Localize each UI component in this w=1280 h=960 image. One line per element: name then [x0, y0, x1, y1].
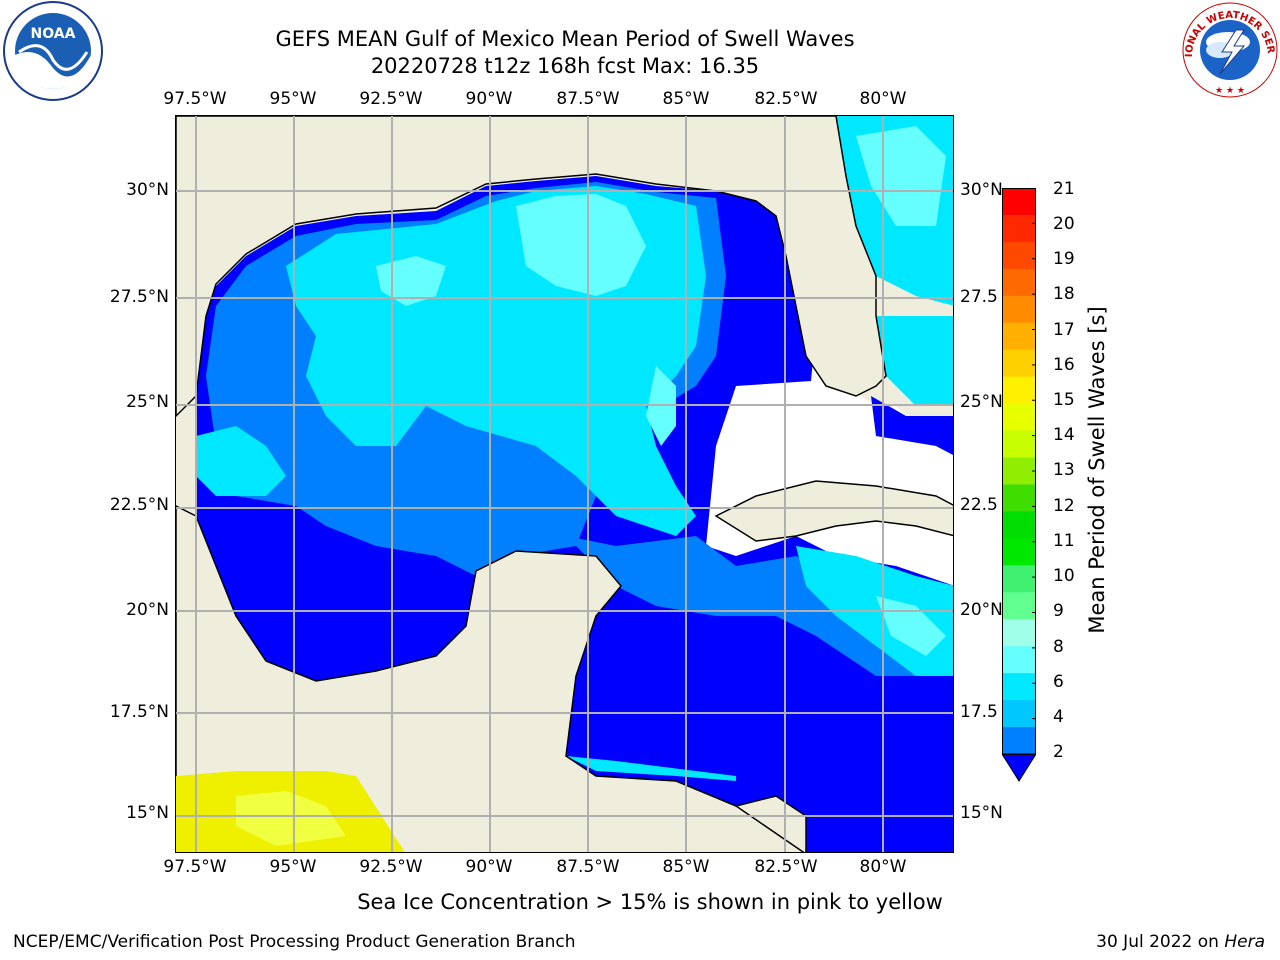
lat-label-left: 17.5°N	[109, 702, 169, 722]
nws-logo: NATIONAL WEATHER SERVICE ★ ★ ★	[1176, 0, 1280, 100]
swell-period-map	[176, 116, 953, 852]
colorbar-swatch	[1002, 646, 1036, 674]
colorbar-tick: 18	[1053, 284, 1075, 304]
footer-date-text: 30 Jul 2022 on	[1096, 932, 1225, 952]
colorbar-tick: 20	[1053, 214, 1075, 234]
colorbar-swatch	[1002, 430, 1036, 459]
colorbar-swatch	[1002, 457, 1036, 485]
sea-ice-note: Sea Ice Concentration > 15% is shown in …	[357, 890, 943, 914]
colorbar-swatch	[1002, 241, 1036, 270]
lon-label-top: 85°W	[662, 89, 710, 109]
colorbar-swatch	[1002, 376, 1036, 405]
lon-label-top: 90°W	[465, 89, 513, 109]
lon-label-bottom: 82.5°W	[754, 857, 818, 877]
lat-label-right: 22.5	[960, 495, 998, 515]
lat-label-left: 30°N	[126, 180, 169, 200]
colorbar-swatch	[1002, 511, 1036, 539]
colorbar-swatch	[1002, 565, 1036, 593]
lat-label-right: 27.5	[960, 287, 998, 307]
lat-label-right: 17.5	[960, 702, 998, 722]
lon-label-bottom: 95°W	[269, 857, 317, 877]
footer-credit: NCEP/EMC/Verification Post Processing Pr…	[13, 932, 576, 952]
colorbar-swatch	[1002, 538, 1036, 566]
colorbar-tick: 4	[1053, 707, 1064, 727]
colorbar-tick: 12	[1053, 496, 1075, 516]
lat-label-right: 20°N	[960, 600, 1003, 620]
colorbar-label: Mean Period of Swell Waves [s]	[1085, 306, 1109, 634]
colorbar-tick: 16	[1053, 355, 1075, 375]
lon-label-bottom: 85°W	[662, 857, 710, 877]
colorbar-tick: 2	[1053, 742, 1064, 762]
lat-label-right: 15°N	[960, 803, 1003, 823]
colorbar-swatch	[1002, 403, 1036, 432]
lat-label-left: 27.5°N	[109, 287, 169, 307]
lon-label-top: 95°W	[269, 89, 317, 109]
colorbar-swatch	[1002, 295, 1036, 324]
colorbar-tick: 10	[1053, 566, 1075, 586]
colorbar-swatch	[1002, 188, 1036, 216]
lat-label-right: 25°N	[960, 392, 1003, 412]
map-panel	[175, 115, 954, 853]
lon-label-bottom: 87.5°W	[556, 857, 620, 877]
colorbar	[1001, 187, 1037, 782]
colorbar-tick: 6	[1053, 672, 1064, 692]
colorbar-tick: 9	[1053, 601, 1064, 621]
colorbar-swatch	[1002, 673, 1036, 701]
colorbar-swatch	[1002, 484, 1036, 512]
lon-label-top: 82.5°W	[754, 89, 818, 109]
lon-label-bottom: 97.5°W	[163, 857, 227, 877]
colorbar-swatch	[1002, 349, 1036, 378]
map-subtitle: 20220728 t12z 168h fcst Max: 16.35	[370, 54, 760, 78]
svg-text:NOAA: NOAA	[31, 26, 76, 42]
colorbar-swatch	[1002, 592, 1036, 620]
footer-host: Hera	[1224, 932, 1265, 952]
noaa-logo: NOAA	[2, 0, 104, 102]
colorbar-tick: 17	[1053, 320, 1075, 340]
lat-label-left: 22.5°N	[109, 495, 169, 515]
footer-date: 30 Jul 2022 on Hera	[1096, 932, 1265, 952]
colorbar-tick: 21	[1053, 179, 1075, 199]
colorbar-swatch	[1002, 619, 1036, 647]
lon-label-top: 87.5°W	[556, 89, 620, 109]
lon-label-top: 92.5°W	[359, 89, 423, 109]
lat-label-left: 20°N	[126, 600, 169, 620]
colorbar-tick: 13	[1053, 460, 1075, 480]
map-title: GEFS MEAN Gulf of Mexico Mean Period of …	[275, 27, 855, 51]
colorbar-swatches	[1001, 187, 1037, 782]
colorbar-swatch	[1002, 727, 1036, 755]
colorbar-extend-triangle	[1001, 753, 1037, 782]
lon-label-top: 97.5°W	[163, 89, 227, 109]
lon-label-top: 80°W	[859, 89, 907, 109]
lat-label-left: 15°N	[126, 803, 169, 823]
colorbar-swatch	[1002, 700, 1036, 728]
svg-text:★ ★ ★: ★ ★ ★	[1215, 86, 1245, 96]
colorbar-tick: 11	[1053, 531, 1075, 551]
colorbar-tick: 8	[1053, 637, 1064, 657]
colorbar-tick: 15	[1053, 390, 1075, 410]
lon-label-bottom: 80°W	[859, 857, 907, 877]
lat-label-right: 30°N	[960, 180, 1003, 200]
lat-label-left: 25°N	[126, 392, 169, 412]
colorbar-swatch	[1002, 322, 1036, 351]
colorbar-swatch	[1002, 268, 1036, 297]
lon-label-bottom: 90°W	[465, 857, 513, 877]
colorbar-tick: 14	[1053, 425, 1075, 445]
colorbar-swatch	[1002, 214, 1036, 243]
lon-label-bottom: 92.5°W	[359, 857, 423, 877]
colorbar-tick: 19	[1053, 249, 1075, 269]
